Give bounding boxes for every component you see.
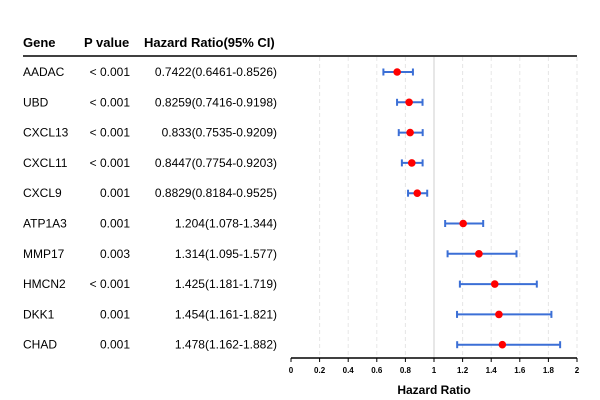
hazard-ratio-point [490, 280, 499, 288]
hazard-ratio-point [498, 340, 507, 349]
pvalue-label: < 0.001 [90, 156, 131, 170]
gene-label: CXCL11 [23, 156, 68, 170]
pvalue-label: 0.001 [100, 338, 130, 352]
header-hazard-ratio: Hazard Ratio(95% CI) [144, 35, 275, 50]
x-tick-label: 1.2 [457, 366, 469, 375]
x-axis-title: Hazard Ratio [397, 383, 470, 397]
hazard-ratio-label: 0.8447(0.7754-0.9203) [155, 156, 277, 170]
pvalue-label: < 0.001 [90, 95, 131, 109]
x-tick-label: 1.6 [514, 366, 526, 375]
hazard-ratio-point [405, 98, 413, 107]
gene-label: MMP17 [23, 247, 65, 261]
x-tick-label: 0 [289, 366, 294, 375]
header-pvalue: P value [84, 35, 129, 50]
hazard-ratio-label: 1.454(1.161-1.821) [175, 307, 277, 321]
pvalue-label: < 0.001 [90, 277, 131, 291]
table-rows: AADAC < 0.001 0.7422(0.6461-0.8526) UBD < 0.… [23, 65, 277, 352]
gene-label: ATP1A3 [23, 217, 67, 231]
hazard-ratio-label: 0.7422(0.6461-0.8526) [155, 65, 277, 79]
header-gene: Gene [23, 35, 56, 50]
x-tick-label: 0.4 [343, 366, 355, 375]
hazard-ratio-point [475, 250, 483, 258]
pvalue-label: 0.003 [100, 247, 130, 261]
hazard-ratio-point [413, 189, 422, 197]
hazard-ratio-point [407, 159, 416, 167]
hazard-ratio-label: 1.478(1.162-1.882) [175, 338, 277, 352]
pvalue-label: 0.001 [100, 217, 130, 231]
pvalue-label: 0.001 [100, 186, 130, 200]
x-axis: 0 0.2 0.4 0.6 0.8 1 1.2 1.4 1.6 1.8 2 [289, 357, 580, 375]
hazard-ratio-point [406, 128, 414, 137]
x-tick-label: 0.8 [400, 366, 412, 375]
pvalue-label: < 0.001 [90, 126, 131, 140]
hazard-ratio-point [459, 219, 467, 228]
hazard-ratio-label: 0.8829(0.8184-0.9525) [155, 186, 277, 200]
x-tick-label: 1.8 [543, 366, 555, 375]
gene-label: AADAC [23, 65, 65, 79]
x-tick-label: 0.6 [371, 366, 383, 375]
hazard-ratio-label: 1.425(1.181-1.719) [175, 277, 277, 291]
x-tick-label: 0.2 [314, 366, 326, 375]
hazard-ratio-point [393, 68, 401, 76]
x-tick-label: 1.4 [486, 366, 498, 375]
x-tick-label: 1 [432, 366, 437, 375]
hazard-ratio-point [495, 310, 503, 319]
hazard-ratio-label: 0.8259(0.7416-0.9198) [155, 95, 277, 109]
gene-label: CXCL13 [23, 126, 69, 140]
gene-label: CHAD [23, 338, 57, 352]
gene-label: HMCN2 [23, 277, 66, 291]
plot-marks [382, 68, 562, 349]
gene-label: UBD [23, 95, 49, 109]
pvalue-label: < 0.001 [90, 65, 131, 79]
hazard-ratio-label: 1.314(1.095-1.577) [175, 247, 277, 261]
grid-lines [319, 57, 578, 358]
gene-label: CXCL9 [23, 186, 62, 200]
hazard-ratio-label: 1.204(1.078-1.344) [175, 217, 277, 231]
hazard-ratio-label: 0.833(0.7535-0.9209) [162, 126, 277, 140]
gene-label: DKK1 [23, 307, 55, 321]
x-tick-label: 2 [575, 366, 580, 375]
pvalue-label: 0.001 [100, 307, 130, 321]
